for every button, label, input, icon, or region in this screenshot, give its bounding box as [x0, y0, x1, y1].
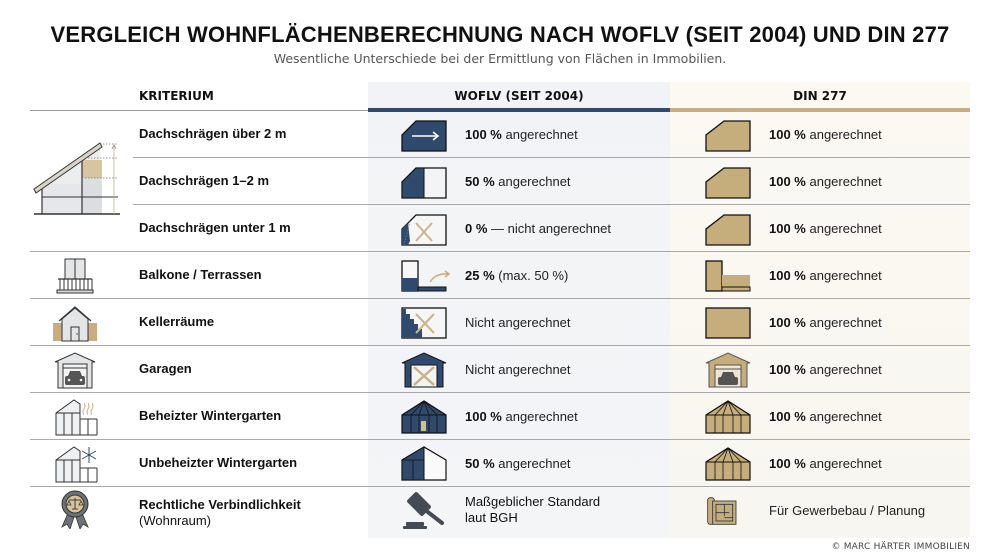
- criterion-label: Beheizter Wintergarten: [139, 408, 282, 423]
- woflv-cell: Nicht angerechnet: [368, 299, 670, 346]
- woflv-value: 25 % (max. 50 %): [465, 268, 569, 283]
- table-row: Kellerräume Nicht angerechnet 100 % ange…: [30, 299, 970, 346]
- unheated-wintergarden-icon: [55, 446, 98, 483]
- woflv-cell: 50 % angerechnet: [368, 158, 670, 205]
- sloped-room-full-icon: [705, 214, 751, 246]
- din-value: 100 % angerechnet: [769, 409, 882, 424]
- woflv-value: 50 % angerechnet: [465, 174, 571, 189]
- din-value: 100 % angerechnet: [769, 362, 882, 377]
- balcony-full-icon: [705, 260, 751, 292]
- wintergarden-half-icon: [401, 446, 447, 481]
- row-divider: [133, 204, 970, 205]
- row-divider: [133, 157, 970, 158]
- woflv-value: 0 % — nicht angerechnet: [465, 221, 611, 236]
- woflv-cell: 100 % angerechnet: [368, 393, 670, 440]
- din-cell: 100 % angerechnet: [670, 299, 970, 346]
- criterion-label: Unbeheizter Wintergarten: [139, 455, 298, 470]
- sloped-roof-illustration: [33, 142, 120, 215]
- balcony-icon: [56, 258, 94, 294]
- table-header: KRITERIUM WOFLV (SEIT 2004) DIN 277: [30, 82, 970, 110]
- woflv-cell: Maßgeblicher Standard laut BGH: [368, 487, 670, 534]
- criterion-label: Kellerräume: [139, 314, 215, 329]
- woflv-cell: Nicht angerechnet: [368, 346, 670, 393]
- din-cell: Für Gewerbebau / Planung: [670, 487, 970, 534]
- column-header-din: DIN 277: [793, 89, 847, 103]
- din-cell: 100 % angerechnet: [670, 393, 970, 440]
- garage-full-icon: [705, 352, 751, 388]
- table-row: Beheizter Wintergarten 100 % angerechnet: [30, 393, 970, 440]
- criterion-label: Garagen: [139, 361, 192, 376]
- table-row: Dachschrägen unter 1 m 0 % — nicht anger…: [30, 205, 970, 252]
- woflv-value: 50 % angerechnet: [465, 456, 571, 471]
- din-value: 100 % angerechnet: [769, 268, 882, 283]
- din-cell: 100 % angerechnet: [670, 111, 970, 158]
- page-title: VERGLEICH WOHNFLÄCHENBERECHNUNG NACH WOF…: [50, 22, 950, 47]
- woflv-cell: 0 % — nicht angerechnet: [368, 205, 670, 252]
- woflv-value: 100 % angerechnet: [465, 127, 578, 142]
- table-row: Unbeheizter Wintergarten 50 % angerechne…: [30, 440, 970, 487]
- sloped-room-full-icon: [705, 167, 751, 199]
- basement-crossed-icon: [401, 307, 447, 339]
- wintergarden-gold-icon: [705, 400, 751, 434]
- balcony-quarter-icon: [401, 260, 451, 292]
- woflv-value: Maßgeblicher Standard laut BGH: [465, 494, 600, 526]
- garage-icon: [54, 352, 96, 389]
- blueprint-icon: [707, 497, 737, 525]
- wintergarden-full-icon: [401, 400, 447, 434]
- din-value: 100 % angerechnet: [769, 221, 882, 236]
- woflv-value: Nicht angerechnet: [465, 315, 571, 330]
- din-value: 100 % angerechnet: [769, 315, 882, 330]
- woflv-value: Nicht angerechnet: [465, 362, 571, 377]
- woflv-cell: 100 % angerechnet: [368, 111, 670, 158]
- din-cell: 100 % angerechnet: [670, 158, 970, 205]
- wintergarden-gold-icon: [705, 447, 751, 481]
- woflv-cell: 50 % angerechnet: [368, 440, 670, 487]
- din-value: 100 % angerechnet: [769, 174, 882, 189]
- din-cell: 100 % angerechnet: [670, 252, 970, 299]
- woflv-cell: 25 % (max. 50 %): [368, 252, 670, 299]
- garage-crossed-icon: [401, 352, 447, 388]
- din-cell: 100 % angerechnet: [670, 205, 970, 252]
- sloped-room-full-icon: [705, 120, 751, 152]
- criterion-label: Balkone / Terrassen: [139, 267, 262, 282]
- table-row: Dachschrägen 1–2 m 50 % angerechnet 100 …: [30, 158, 970, 205]
- table-row: Rechtliche Verbindlichkeit (Wohnraum) Ma…: [30, 487, 970, 534]
- basement-house-icon: [53, 306, 97, 342]
- din-value: 100 % angerechnet: [769, 456, 882, 471]
- woflv-value: 100 % angerechnet: [465, 409, 578, 424]
- copyright-footer: © MARC HÄRTER IMMOBILIEN: [831, 542, 970, 552]
- page-subtitle: Wesentliche Unterschiede bei der Ermittl…: [273, 51, 727, 66]
- din-accent-bar: [670, 108, 970, 112]
- criterion-label-main: Rechtliche Verbindlichkeit: [139, 497, 301, 512]
- table-row: Garagen Nicht angerechnet 100 % angerech…: [30, 346, 970, 393]
- crossed-room-icon: [401, 214, 447, 246]
- header-divider: [30, 110, 368, 111]
- din-cell: 100 % angerechnet: [670, 440, 970, 487]
- table-row: Balkone / Terrassen 25 % (max. 50 %) 100…: [30, 252, 970, 299]
- woflv-value-line1: Maßgeblicher Standard: [465, 494, 601, 509]
- full-room-arrow-icon: [401, 120, 447, 152]
- din-value: 100 % angerechnet: [769, 127, 882, 142]
- criterion-label: Dachschrägen 1–2 m: [139, 173, 270, 188]
- woflv-accent-bar: [368, 108, 670, 112]
- heated-wintergarden-icon: [55, 399, 98, 436]
- half-room-icon: [401, 167, 447, 199]
- column-header-woflv: WOFLV (SEIT 2004): [454, 89, 584, 103]
- criterion-label: Dachschrägen unter 1 m: [139, 220, 291, 235]
- woflv-value-line2: laut BGH: [465, 510, 518, 525]
- basement-full-icon: [705, 307, 751, 339]
- criterion-label: Dachschrägen über 2 m: [139, 126, 287, 141]
- criterion-label: Rechtliche Verbindlichkeit (Wohnraum): [139, 497, 301, 528]
- gavel-icon: [403, 492, 444, 529]
- legal-seal-icon: [61, 490, 89, 529]
- column-header-criterion: KRITERIUM: [139, 89, 214, 103]
- din-value: Für Gewerbebau / Planung: [769, 503, 926, 518]
- criterion-label-sub: (Wohnraum): [139, 513, 212, 528]
- table-row: Dachschrägen über 2 m 100 % angerechnet …: [30, 111, 970, 158]
- din-cell: 100 % angerechnet: [670, 346, 970, 393]
